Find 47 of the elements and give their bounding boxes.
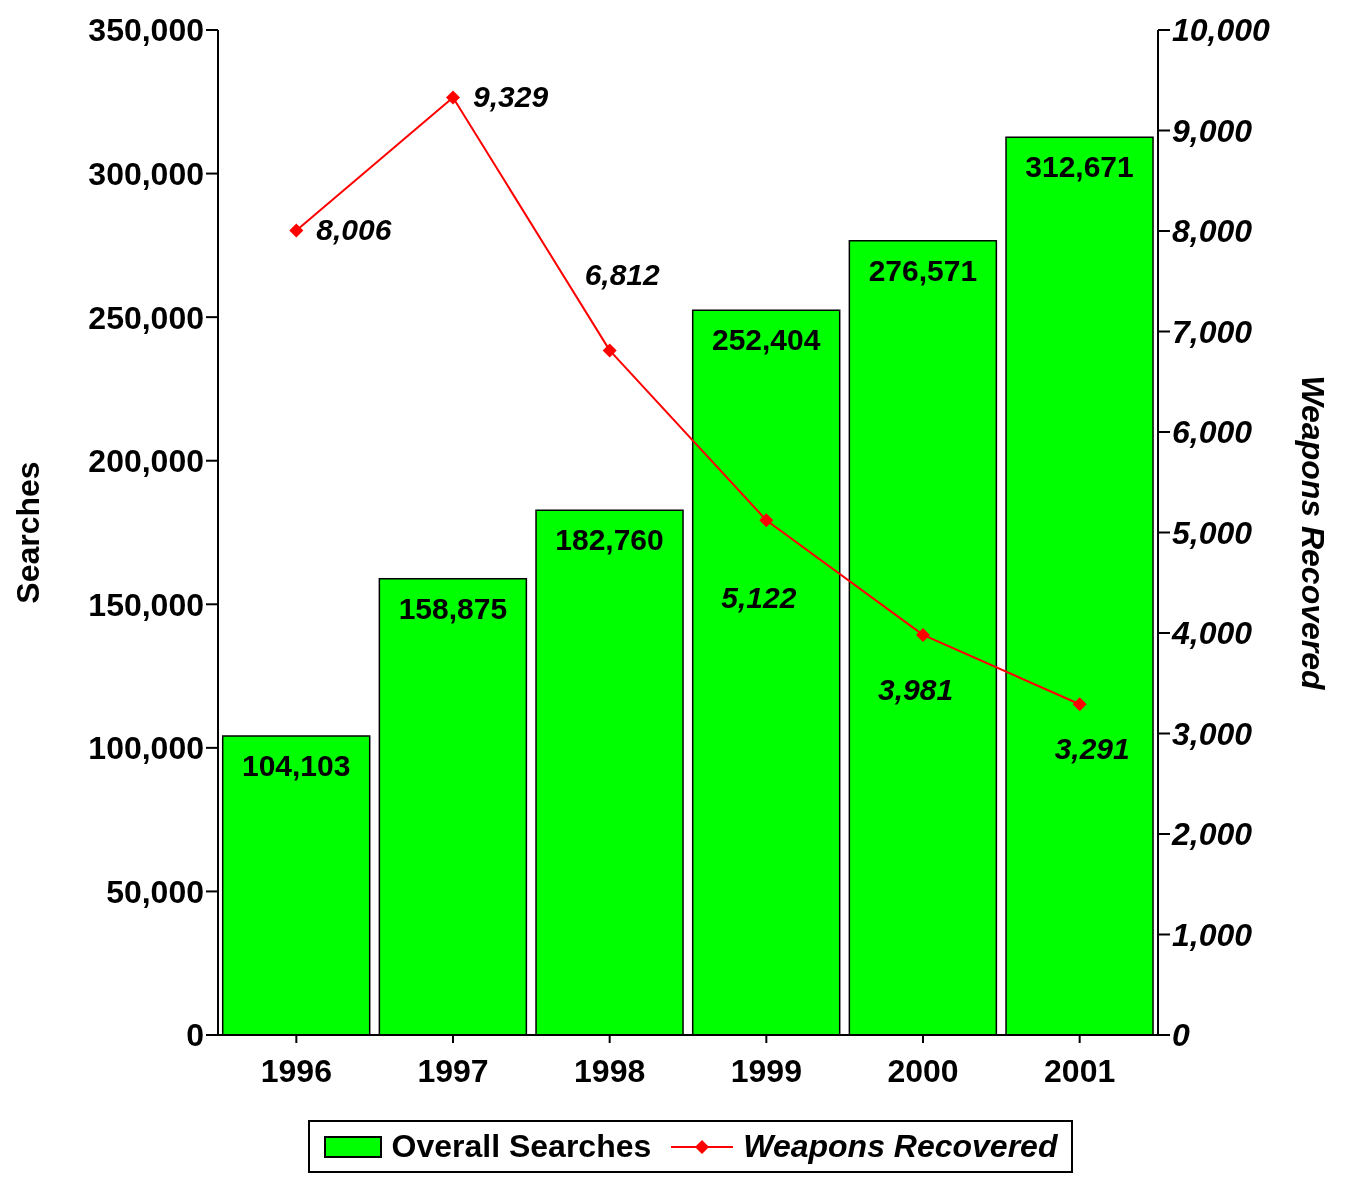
point [446, 90, 460, 105]
data-label: 6,812 [584, 258, 661, 292]
y-tick-label: 300,000 [88, 155, 204, 192]
y2-tick-label: 5,000 [1172, 514, 1253, 551]
legend-label: Weapons Recovered [743, 1128, 1058, 1165]
y-tick-label: 0 [186, 1017, 204, 1054]
data-label: 158,875 [398, 591, 508, 625]
y2-tick-label: 3,000 [1172, 715, 1253, 752]
point [289, 223, 304, 238]
y2-tick-label: 8,000 [1172, 213, 1253, 250]
y-tick-label: 50,000 [106, 873, 204, 910]
data-label: 3,981 [878, 672, 954, 706]
data-label: 5,122 [721, 581, 797, 615]
y2-tick-label: 10,000 [1172, 12, 1271, 49]
data-label: 104,103 [241, 749, 351, 783]
y2-tick-label: 1,000 [1172, 916, 1253, 953]
data-label: 252,404 [711, 323, 821, 357]
y2-tick-label: 2,000 [1171, 816, 1253, 853]
data-label: 8,006 [316, 213, 392, 247]
data-label: 312,671 [1025, 150, 1134, 184]
y-tick-label: 250,000 [88, 299, 204, 336]
y2-tick-label: 7,000 [1172, 313, 1253, 350]
y-axis-title: Searches [10, 461, 47, 604]
data-label: 3,291 [1054, 732, 1130, 766]
y2-tick-label: 0 [1172, 1017, 1190, 1054]
y-tick-label: 150,000 [88, 586, 204, 623]
x-tick-label: 2000 [887, 1052, 959, 1089]
x-tick-label: 1996 [260, 1052, 332, 1089]
point [759, 513, 774, 528]
x-tick-label: 1997 [417, 1052, 489, 1089]
y2-tick-label: 6,000 [1172, 414, 1253, 451]
y-tick-label: 350,000 [88, 12, 204, 49]
point [916, 627, 930, 642]
y2-tick-label: 4,000 [1171, 615, 1253, 652]
y2-axis-title: Weapons Recovered [1294, 375, 1331, 692]
legend-label: Overall Searches [391, 1128, 652, 1165]
data-label: 9,329 [473, 80, 549, 114]
y2-tick-label: 9,000 [1172, 112, 1253, 149]
x-tick-label: 2001 [1044, 1052, 1116, 1089]
point [602, 343, 617, 358]
x-tick-label: 1999 [730, 1052, 802, 1089]
y-tick-label: 200,000 [88, 443, 204, 480]
point [1072, 697, 1087, 712]
y-tick-label: 100,000 [88, 730, 204, 767]
x-tick-label: 1998 [574, 1052, 646, 1089]
data-label: 276,571 [868, 253, 978, 287]
data-label: 182,760 [555, 523, 664, 557]
